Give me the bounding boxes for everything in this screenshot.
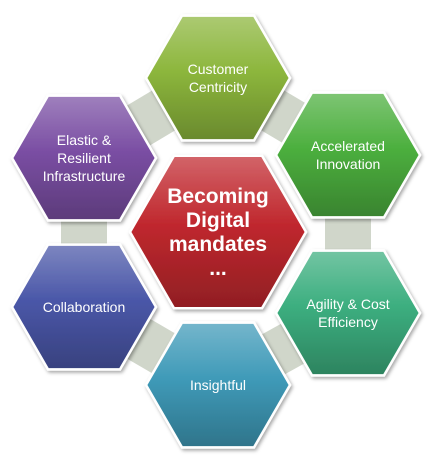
hex-customer-centricity: Customer Centricity	[144, 14, 292, 142]
hex-insightful-label-line: Insightful	[190, 377, 246, 393]
hex-collaboration: Collaboration	[10, 243, 158, 371]
hex-accelerated-innovation: Accelerated Innovation	[274, 91, 422, 219]
hex-collaboration-label-line: Collaboration	[43, 299, 126, 315]
hex-elastic-resilient-infrastructure-label-line: Elastic &	[57, 132, 112, 148]
hexagon-group: CustomerCentricityAcceleratedInnovationA…	[10, 14, 422, 449]
hex-elastic-resilient-infrastructure-label-line: Infrastructure	[43, 168, 126, 184]
hex-accelerated-innovation-label-line: Accelerated	[311, 138, 385, 154]
hex-elastic-resilient-infrastructure-shape	[10, 94, 158, 222]
hex-customer-centricity-label-line: Centricity	[189, 79, 247, 95]
hex-center-label-line: mandates	[169, 233, 267, 256]
hex-center: BecomingDigitalmandates...	[128, 154, 308, 310]
hex-center-label-line: ...	[209, 257, 227, 280]
hex-insightful-shape	[144, 321, 292, 449]
hex-accelerated-innovation-label-line: Innovation	[316, 156, 381, 172]
hex-collaboration-shape	[10, 243, 158, 371]
hex-agility-cost-efficiency-label-line: Agility & Cost	[306, 296, 389, 312]
hex-elastic-resilient-infrastructure-label-line: Resilient	[57, 150, 111, 166]
hex-center-label-line: Digital	[186, 209, 250, 232]
hex-elastic-resilient-infrastructure: Elastic & Resilient Infrastructure	[10, 94, 158, 222]
hex-center-label-line: Becoming	[167, 185, 269, 208]
hex-accelerated-innovation-shape	[274, 91, 422, 219]
hex-agility-cost-efficiency-shape	[274, 249, 422, 377]
hex-agility-cost-efficiency: Agility & Cost Efficiency	[274, 249, 422, 377]
hex-agility-cost-efficiency-label-line: Efficiency	[318, 314, 378, 330]
hex-insightful: Insightful	[144, 321, 292, 449]
hex-center-shape	[128, 154, 308, 310]
hex-customer-centricity-label-line: Customer	[188, 61, 249, 77]
hex-customer-centricity-shape	[144, 14, 292, 142]
